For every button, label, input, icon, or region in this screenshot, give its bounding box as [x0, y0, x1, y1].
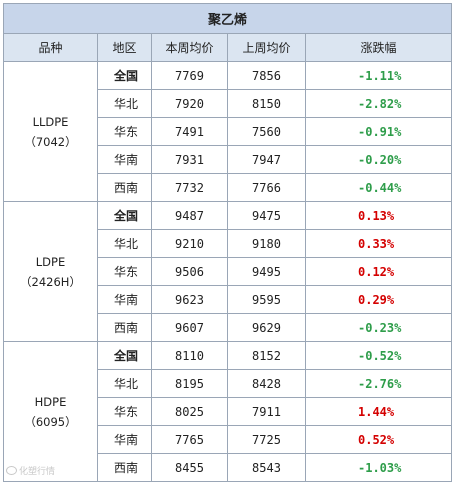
last-week-price: 9595 [227, 285, 306, 314]
title-row: 聚乙烯 [2, 3, 453, 34]
watermark-text: 化塑行情 [19, 467, 56, 477]
price-table: 聚乙烯 品种 地区 本周均价 上周均价 涨跌幅 LLDPE （7042） 全国 776… [2, 3, 453, 482]
region-cell: 华南 [97, 145, 152, 174]
change-pct: 1.44% [304, 397, 453, 426]
product-name: LLDPE [32, 114, 69, 129]
this-week-price: 7769 [151, 61, 228, 90]
header-row: 品种 地区 本周均价 上周均价 涨跌幅 [3, 33, 453, 62]
change-pct: -1.11% [304, 61, 453, 90]
weibo-icon [6, 466, 17, 475]
region-cell: 全国 [97, 61, 152, 90]
region-cell: 西南 [97, 453, 152, 482]
change-pct: -0.44% [304, 173, 453, 202]
region-cell: 华东 [97, 257, 152, 286]
product-cell: LDPE （2426H） [3, 201, 98, 342]
change-pct: 0.12% [304, 257, 453, 286]
last-week-price: 7856 [227, 61, 306, 90]
this-week-price: 7765 [151, 425, 228, 454]
region-cell: 华东 [97, 397, 152, 426]
table-row: 西南 8455 8543 -1.03% [4, 453, 453, 482]
last-week-price: 7766 [227, 173, 306, 202]
change-pct: -0.23% [304, 313, 453, 342]
product-cell: HDPE （6095） [3, 341, 98, 482]
change-pct: -0.91% [304, 117, 453, 146]
last-week-price: 9475 [227, 201, 306, 230]
product-cell: LLDPE （7042） [3, 61, 98, 202]
this-week-price: 8455 [151, 453, 228, 482]
last-week-price: 7947 [227, 145, 306, 174]
last-week-price: 7560 [227, 117, 306, 146]
last-week-price: 9629 [227, 313, 306, 342]
region-cell: 华北 [97, 229, 152, 258]
product-code: （7042） [24, 134, 77, 149]
product-name: HDPE [34, 394, 67, 409]
table-body: LLDPE （7042） 全国 7769 7856 -1.11% 华北 7920 8150 -2.… [3, 61, 453, 482]
this-week-price: 8110 [151, 341, 228, 370]
change-pct: 0.29% [304, 285, 453, 314]
this-week-price: 8025 [151, 397, 228, 426]
region-cell: 华南 [97, 425, 152, 454]
table-row: 华南 9623 9595 0.29% [4, 285, 453, 314]
last-week-price: 8152 [227, 341, 306, 370]
change-pct: -2.76% [304, 369, 453, 398]
last-week-price: 9180 [227, 229, 306, 258]
product-code: （6095） [24, 414, 77, 429]
region-cell: 西南 [97, 313, 152, 342]
table-row: 华南 7765 7725 0.52% [4, 425, 453, 454]
table-row: HDPE （6095） 全国 8110 8152 -0.52% [3, 341, 453, 482]
table-row: LLDPE （7042） 全国 7769 7856 -1.11% [3, 61, 453, 202]
last-week-price: 8150 [227, 89, 306, 118]
this-week-price: 8195 [151, 369, 228, 398]
table-row: 华北 7920 8150 -2.82% [4, 89, 453, 118]
table-row: 西南 9607 9629 -0.23% [4, 313, 453, 342]
last-week-price: 8428 [227, 369, 306, 398]
last-week-price: 8543 [227, 453, 306, 482]
region-cell: 全国 [97, 201, 152, 230]
header-region: 地区 [97, 33, 152, 62]
change-pct: -0.52% [304, 341, 453, 370]
table-row: 西南 7732 7766 -0.44% [4, 173, 453, 202]
product-code: （2426H） [20, 274, 81, 289]
table-row: 华东 7491 7560 -0.91% [4, 117, 453, 146]
region-cell: 西南 [97, 173, 152, 202]
change-pct: 0.33% [304, 229, 453, 258]
this-week-price: 9506 [151, 257, 228, 286]
header-product: 品种 [3, 33, 98, 62]
region-cell: 华北 [97, 369, 152, 398]
change-pct: -2.82% [304, 89, 453, 118]
this-week-price: 7920 [151, 89, 228, 118]
product-name: LDPE [35, 254, 66, 269]
table-row: 华东 9506 9495 0.12% [4, 257, 453, 286]
watermark: 化塑行情 [6, 464, 55, 477]
region-cell: 华东 [97, 117, 152, 146]
change-pct: -1.03% [304, 453, 453, 482]
last-week-price: 9495 [227, 257, 306, 286]
header-this-week: 本周均价 [151, 33, 228, 62]
change-pct: 0.13% [304, 201, 453, 230]
region-cell: 全国 [97, 341, 152, 370]
this-week-price: 9487 [151, 201, 228, 230]
region-cell: 华南 [97, 285, 152, 314]
change-pct: -0.20% [304, 145, 453, 174]
this-week-price: 9210 [151, 229, 228, 258]
region-cell: 华北 [97, 89, 152, 118]
this-week-price: 7931 [151, 145, 228, 174]
this-week-price: 9607 [151, 313, 228, 342]
header-change: 涨跌幅 [304, 33, 453, 62]
table-row: LDPE （2426H） 全国 9487 9475 0.13% [3, 201, 453, 342]
last-week-price: 7911 [227, 397, 306, 426]
last-week-price: 7725 [227, 425, 306, 454]
change-pct: 0.52% [304, 425, 453, 454]
this-week-price: 9623 [151, 285, 228, 314]
table-row: 华北 9210 9180 0.33% [4, 229, 453, 258]
table-row: 华南 7931 7947 -0.20% [4, 145, 453, 174]
this-week-price: 7732 [151, 173, 228, 202]
table-title: 聚乙烯 [2, 3, 453, 34]
this-week-price: 7491 [151, 117, 228, 146]
header-last-week: 上周均价 [227, 33, 306, 62]
